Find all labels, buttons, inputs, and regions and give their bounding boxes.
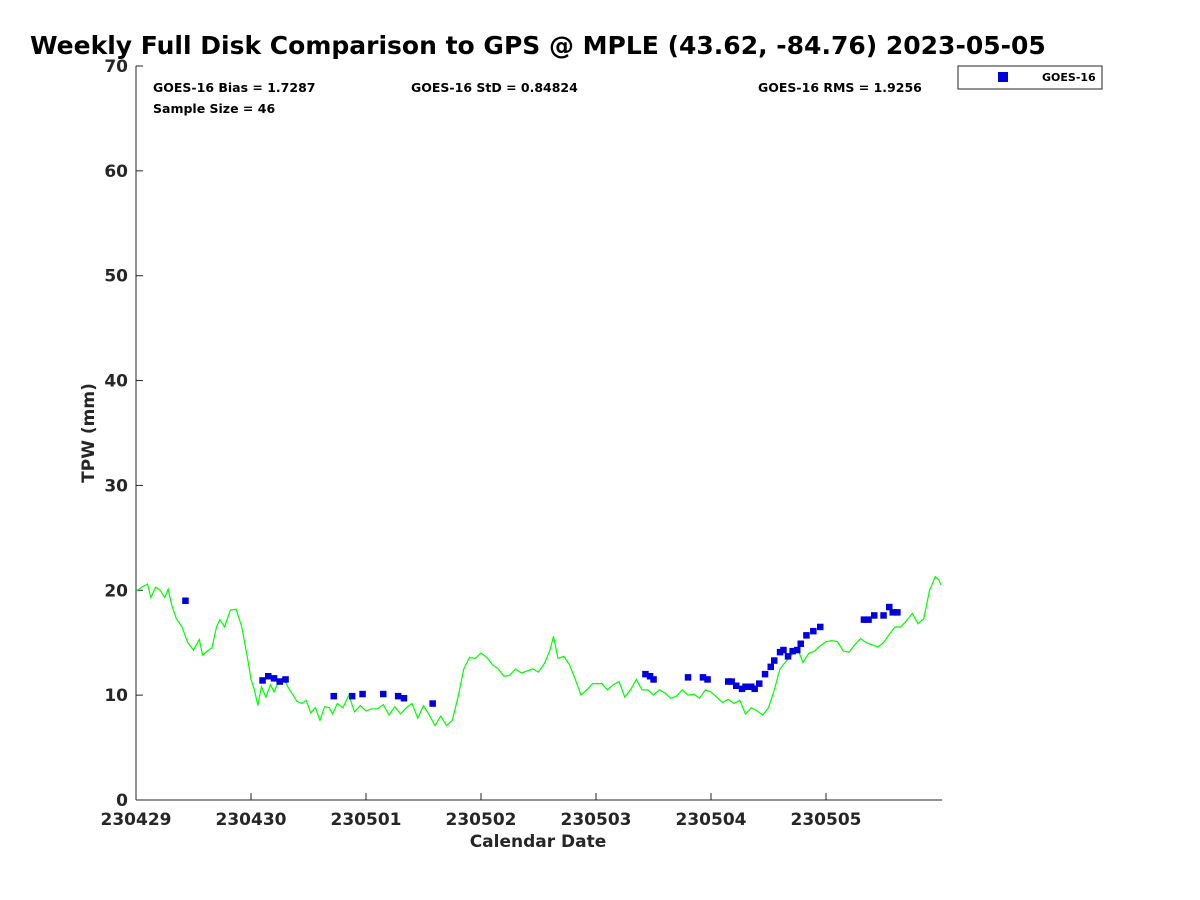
y-tick-label: 30 xyxy=(104,476,128,496)
x-tick-label: 230503 xyxy=(561,810,632,830)
x-ticks: 230429 230430 230501 230502 230503 230504 2305… xyxy=(101,793,862,830)
sample-size-stat: Sample Size = 46 xyxy=(153,101,275,116)
x-tick-label: 230505 xyxy=(791,810,862,830)
goes-16-point xyxy=(684,674,692,681)
goes-16-point xyxy=(725,678,732,685)
goes-16-point xyxy=(699,674,707,681)
goes-16-point xyxy=(789,647,796,655)
goes-16-point xyxy=(767,663,774,671)
x-tick-label: 230502 xyxy=(446,810,517,830)
goes-16-point xyxy=(646,673,654,680)
y-tick-label: 40 xyxy=(104,372,128,392)
y-axis-label: TPW (mm) xyxy=(79,383,99,483)
goes-16-point xyxy=(776,648,784,656)
goes-16-point xyxy=(871,612,878,619)
goes-16-point xyxy=(894,609,901,616)
goes-16-point xyxy=(889,609,896,616)
y-tick-label: 70 xyxy=(104,57,128,77)
legend-box xyxy=(957,65,1103,90)
x-tick-label: 230429 xyxy=(101,810,172,830)
goes-16-point xyxy=(380,690,387,698)
bias-stat: GOES-16 Bias = 1.7287 xyxy=(153,80,315,95)
goes-16-point xyxy=(803,632,810,639)
y-ticks: 0 10 20 30 40 50 60 70 xyxy=(104,57,143,811)
goes-16-point xyxy=(880,612,887,619)
goes-16-point xyxy=(771,657,778,664)
gps-series-line xyxy=(135,575,942,727)
goes-16-point xyxy=(270,675,278,682)
goes-16-point xyxy=(704,676,711,683)
goes-16-point xyxy=(728,678,735,685)
goes-16-point xyxy=(400,695,408,702)
goes-16-point xyxy=(751,685,758,693)
goes-16-point xyxy=(886,603,893,611)
goes-16-point xyxy=(642,670,649,678)
x-tick-label: 230501 xyxy=(331,810,402,830)
goes-16-point xyxy=(860,616,868,623)
goes-16-point xyxy=(330,692,337,700)
chart-title: Weekly Full Disk Comparison to GPS @ MPL… xyxy=(30,31,1046,60)
y-tick-label: 20 xyxy=(104,581,128,601)
goes-16-point xyxy=(865,616,872,623)
goes-16-point xyxy=(394,692,402,700)
goes-16-point xyxy=(282,676,289,683)
goes-16-point xyxy=(738,685,746,693)
goes-16-point xyxy=(429,700,436,707)
goes-16-point xyxy=(348,692,356,700)
goes-16-point xyxy=(359,690,366,698)
std-stat: GOES-16 StD = 0.84824 xyxy=(411,80,578,95)
x-axis-label: Calendar Date xyxy=(470,832,607,852)
x-tick-label: 230430 xyxy=(216,810,287,830)
goes-16-points xyxy=(182,597,901,707)
y-tick-label: 60 xyxy=(104,162,128,182)
goes-16-point xyxy=(784,653,792,660)
goes-16-point xyxy=(265,673,272,680)
goes-16-point xyxy=(182,597,189,604)
goes-16-point xyxy=(276,678,283,685)
goes-16-point xyxy=(259,677,266,684)
legend-marker-goes-16 xyxy=(998,72,1008,82)
y-tick-label: 10 xyxy=(104,686,128,706)
goes-16-point xyxy=(794,646,801,654)
goes-16-point xyxy=(780,646,787,654)
goes-16-point xyxy=(797,640,804,647)
goes-16-point xyxy=(748,683,755,690)
y-tick-label: 50 xyxy=(104,267,128,287)
legend-label-goes-16: GOES-16 xyxy=(1042,71,1096,84)
goes-16-point xyxy=(761,670,769,678)
goes-16-point xyxy=(742,683,749,690)
goes-16-point xyxy=(810,627,817,635)
rms-stat: GOES-16 RMS = 1.9256 xyxy=(758,80,922,95)
goes-16-point xyxy=(733,682,740,689)
goes-16-point xyxy=(650,676,657,683)
goes-16-point xyxy=(817,623,824,631)
legend: GOES-16 xyxy=(957,65,1103,90)
x-tick-label: 230504 xyxy=(676,810,747,830)
goes-16-point xyxy=(756,680,763,687)
y-tick-label: 0 xyxy=(116,791,128,811)
